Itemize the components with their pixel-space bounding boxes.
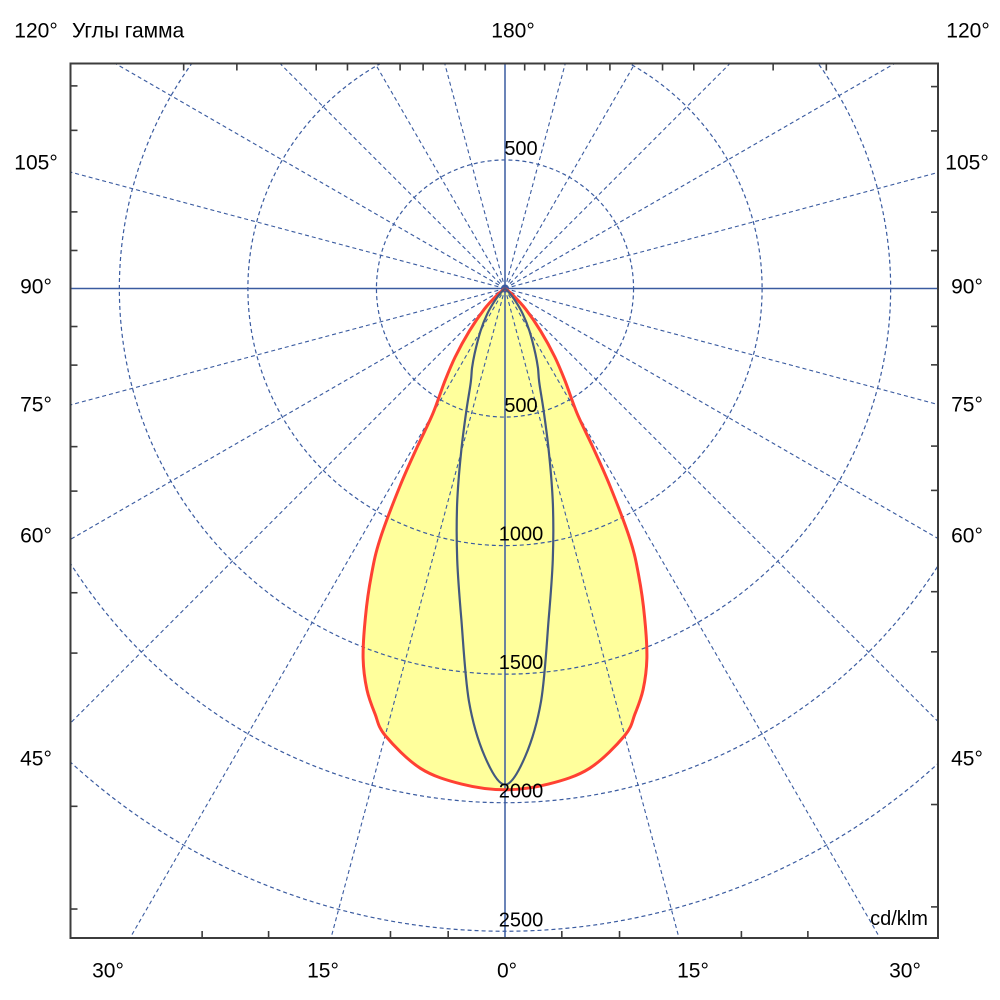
angular-grid-ray (279, 63, 506, 289)
gamma-angle-label-left: 105° (14, 151, 58, 175)
radial-unit-label: cd/klm (870, 908, 928, 930)
gamma-angle-label-right: 45° (951, 747, 983, 771)
angular-grid-ray (504, 288, 938, 539)
gamma-angle-label-top-center: 180° (491, 19, 535, 43)
radial-tick-label: 2500 (499, 909, 544, 931)
narrow-lobe-outline (455, 287, 555, 786)
radial-tick-label: 1500 (499, 652, 544, 674)
gamma-angle-label-right: 75° (951, 393, 983, 417)
angular-grid-ray (504, 63, 731, 289)
radial-tick-label: 1000 (499, 524, 544, 546)
gamma-angle-label-top-left: 120° (14, 19, 58, 43)
angular-grid-ray (504, 287, 938, 406)
gamma-angle-label-bottom: 30° (92, 959, 124, 983)
gamma-angle-label-left: 75° (20, 393, 52, 417)
angular-grid-ray (330, 288, 506, 938)
chart-title: Углы гамма (72, 19, 185, 43)
angular-grid-ray (504, 288, 680, 938)
angular-grid-ray (444, 63, 506, 289)
angular-grid-ray (70, 287, 506, 406)
angular-grid-ray (70, 288, 506, 724)
gamma-angle-label-bottom: 15° (677, 959, 709, 983)
gamma-angle-label-right: 60° (951, 524, 983, 548)
wide-lobe-outline (361, 287, 649, 792)
gamma-angle-label-left: 90° (20, 275, 52, 299)
gamma-angle-label-left: 45° (20, 747, 52, 771)
gamma-angle-label-bottom: 0° (496, 959, 518, 983)
gamma-angle-label-left: 60° (20, 524, 52, 548)
gamma-angle-label-top-right: 120° (946, 19, 990, 43)
angular-grid-ray (70, 171, 506, 290)
gamma-angle-label-right: 105° (945, 151, 989, 175)
radial-tick-label: 500 (504, 395, 537, 417)
plot-frame (69, 62, 939, 939)
angular-grid-ray (129, 288, 506, 938)
angular-grid-ray (504, 63, 566, 289)
gamma-angle-label-bottom: 30° (889, 959, 921, 983)
gamma-angle-label-right: 90° (951, 275, 983, 299)
angular-grid-ray (504, 63, 895, 289)
angular-grid-ray (504, 288, 881, 938)
gamma-angle-label-bottom: 15° (307, 959, 339, 983)
radial-tick-label: 2000 (499, 781, 544, 803)
radial-tick-label: 500 (504, 138, 537, 160)
angular-grid-ray (504, 63, 636, 289)
angular-grid-ray (504, 171, 938, 290)
angular-grid-ray (115, 63, 506, 289)
angular-grid-ray (374, 63, 506, 289)
